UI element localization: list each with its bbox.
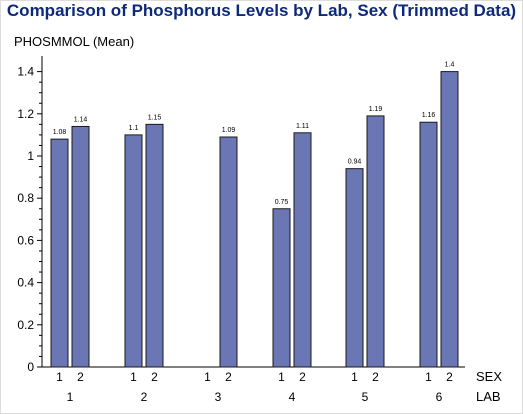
sex-tick-label: 2 bbox=[372, 370, 379, 384]
y-tick-label: 0.4 bbox=[17, 276, 34, 290]
bar-value-label: 1.09 bbox=[222, 127, 236, 134]
bar-value-label: 1.4 bbox=[445, 62, 455, 69]
sex-tick-label: 1 bbox=[351, 370, 358, 384]
y-tick-label: 0.6 bbox=[17, 233, 34, 247]
sex-tick-label: 1 bbox=[278, 370, 285, 384]
bar-lab2-sex1 bbox=[125, 135, 142, 367]
lab-tick-label: 4 bbox=[289, 390, 296, 404]
sex-tick-label: 2 bbox=[225, 370, 232, 384]
bar-value-label: 1.14 bbox=[74, 116, 88, 123]
bar-value-label: 1.15 bbox=[148, 114, 162, 121]
y-tick-label: 0 bbox=[27, 360, 34, 374]
bar-lab1-sex1 bbox=[51, 139, 68, 367]
sex-tick-label: 1 bbox=[130, 370, 137, 384]
lab-tick-label: 5 bbox=[362, 390, 369, 404]
bar-lab5-sex1 bbox=[346, 169, 363, 367]
sex-tick-label: 1 bbox=[425, 370, 432, 384]
bar-value-label: 1.08 bbox=[53, 129, 67, 136]
y-tick-label: 1 bbox=[27, 149, 34, 163]
bar-lab2-sex2 bbox=[146, 124, 163, 367]
bar-lab6-sex2 bbox=[441, 72, 458, 367]
bar-lab6-sex1 bbox=[420, 122, 437, 367]
sex-axis-label: SEX bbox=[476, 369, 502, 384]
y-tick-label: 1.4 bbox=[17, 65, 34, 79]
bar-value-label: 1.1 bbox=[129, 125, 139, 132]
bar-lab4-sex2 bbox=[294, 133, 311, 367]
y-tick-label: 0.2 bbox=[17, 318, 34, 332]
lab-tick-label: 6 bbox=[436, 390, 443, 404]
lab-tick-label: 2 bbox=[141, 390, 148, 404]
bar-value-label: 0.75 bbox=[275, 199, 289, 206]
sex-tick-label: 2 bbox=[151, 370, 158, 384]
bar-lab3-sex2 bbox=[220, 137, 237, 367]
lab-tick-label: 1 bbox=[67, 390, 74, 404]
sex-tick-label: 2 bbox=[299, 370, 306, 384]
lab-axis-label: LAB bbox=[476, 389, 501, 404]
bar-value-label: 0.94 bbox=[348, 159, 362, 166]
sex-tick-label: 1 bbox=[56, 370, 63, 384]
bar-value-label: 1.19 bbox=[369, 106, 383, 113]
y-tick-label: 0.8 bbox=[17, 191, 34, 205]
bar-value-label: 1.16 bbox=[422, 112, 436, 119]
y-tick-label: 1.2 bbox=[17, 107, 34, 121]
sex-tick-label: 2 bbox=[446, 370, 453, 384]
lab-tick-label: 3 bbox=[215, 390, 222, 404]
bar-lab1-sex2 bbox=[72, 126, 89, 367]
bar-lab4-sex1 bbox=[273, 209, 290, 367]
sex-tick-label: 2 bbox=[77, 370, 84, 384]
bar-lab5-sex2 bbox=[367, 116, 384, 367]
sex-tick-label: 1 bbox=[204, 370, 211, 384]
bar-value-label: 1.11 bbox=[296, 123, 309, 130]
